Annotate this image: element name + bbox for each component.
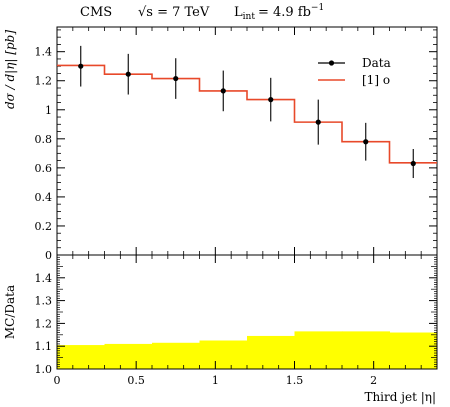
- data-point: [410, 160, 416, 167]
- legend-data-marker: [328, 60, 335, 66]
- ratio-y-tick-label: 1.2: [35, 317, 53, 330]
- ratio-y-tick-label: 1.0: [35, 363, 53, 376]
- main-y-tick-label: 0.8: [35, 133, 53, 146]
- ratio-x-tick-label: 1.5: [286, 374, 304, 387]
- ratio-y-tick-label: 1.1: [35, 340, 53, 353]
- lumi-value: = 4.9 fb: [258, 5, 311, 20]
- main-y-tick-label: 1: [45, 104, 52, 117]
- data-point: [78, 63, 84, 69]
- ratio-band-bin: [104, 343, 153, 369]
- figure-header: CMS √s = 7 TeV Lint = 4.9 fb−1: [80, 3, 324, 22]
- ratio-panel: 1.0 1.1 1.2 1.3 1.4 0 0.5 1 1.5 2 MC/Data Third …: [3, 254, 438, 404]
- ratio-y-axis-label: MC/Data: [3, 285, 17, 339]
- ratio-y-tick-label: 1.3: [35, 295, 53, 308]
- legend-item-mc: [1] o: [318, 73, 390, 87]
- main-y-axis: 0 0.2 0.4 0.6 0.8 1 1.2 1.4: [35, 29, 437, 262]
- legend-mc-label: [1] o: [362, 73, 390, 87]
- main-y-tick-label: 1.2: [35, 75, 53, 88]
- lumi-superscript: −1: [311, 3, 324, 13]
- data-point: [268, 97, 274, 103]
- ratio-band-bin: [389, 332, 438, 369]
- main-y-tick-label: 0.2: [35, 220, 53, 233]
- data-series: [78, 45, 416, 179]
- ratio-y-tick-label: 1.4: [35, 272, 53, 285]
- legend-item-data: Data: [318, 56, 391, 70]
- data-point: [220, 88, 226, 94]
- data-point: [125, 71, 131, 77]
- main-y-tick-label: 0.6: [35, 162, 53, 175]
- data-point: [315, 119, 321, 125]
- main-panel: 0 0.2 0.4 0.6 0.8 1 1.2 1.4 dσ / d|η| [pb] Data…: [3, 26, 438, 262]
- ratio-band-bin: [342, 331, 390, 369]
- energy-label: √s = 7 TeV: [138, 5, 210, 20]
- ratio-x-tick-label: 0: [54, 374, 61, 387]
- lumi-label: Lint = 4.9 fb−1: [234, 3, 324, 22]
- ratio-band-bin: [294, 331, 343, 369]
- main-y-tick-label: 1.4: [35, 46, 53, 59]
- legend: Data [1] o: [318, 56, 391, 87]
- ratio-band: [57, 331, 438, 369]
- ratio-band-bin: [152, 342, 200, 369]
- ratio-x-tick-label: 0.5: [127, 374, 145, 387]
- lumi-subscript: int: [243, 12, 256, 22]
- ratio-x-tick-label: 2: [370, 374, 377, 387]
- ratio-x-axis-label: Third jet |η|: [364, 390, 436, 404]
- experiment-label: CMS: [80, 5, 112, 20]
- data-point: [363, 139, 369, 145]
- legend-data-label: Data: [362, 56, 391, 70]
- main-y-tick-label: 0: [45, 249, 52, 262]
- ratio-band-bin: [57, 345, 105, 369]
- ratio-band-bin: [247, 335, 295, 369]
- main-y-axis-label: dσ / d|η| [pb]: [3, 30, 17, 109]
- data-point: [173, 75, 179, 82]
- lumi-symbol: L: [234, 5, 243, 20]
- main-y-tick-label: 0.4: [35, 191, 53, 204]
- ratio-x-tick-label: 1: [212, 374, 219, 387]
- ratio-x-axis: 0 0.5 1 1.5 2: [54, 255, 438, 387]
- ratio-band-bin: [199, 340, 248, 369]
- main-x-ticks: [56, 27, 438, 255]
- ratio-y-axis: 1.0 1.1 1.2 1.3 1.4: [35, 256, 437, 376]
